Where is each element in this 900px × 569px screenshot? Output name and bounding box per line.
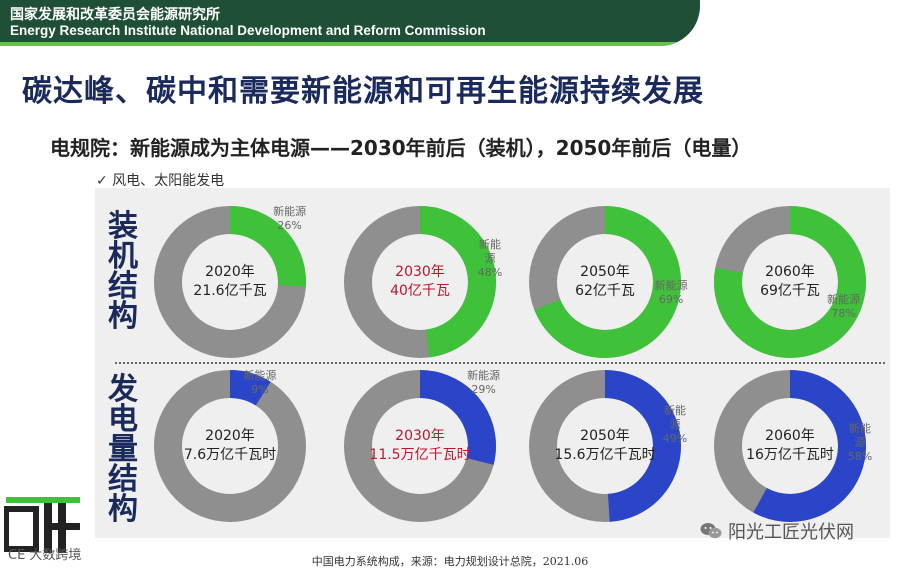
donut-svg [529,206,681,358]
new-energy-slice [344,370,496,522]
donut-0-1: 2030年 40亿千瓦 新能源 48% [335,197,505,367]
page-title: 碳达峰、碳中和需要新能源和可再生能源持续发展 [22,74,704,109]
watermark-text: 阳光工匠光伏网 [728,522,854,543]
donut-total: 69亿千瓦 [760,283,820,299]
new-energy-share-label: 新能源 29% [467,369,501,396]
donut-center-text: 2050年 15.6万亿千瓦时 [520,361,690,531]
source-note: 中国电力系统构成，来源：电力规划设计总院，2021.06 [311,555,589,568]
donut-0-0: 2020年 21.6亿千瓦 新能源 26% [145,197,315,367]
donut-year: 2050年 [580,264,630,280]
donut-svg [714,370,866,522]
donut-1-1: 2030年 11.5万亿千瓦时 新能源 29% [335,361,505,531]
donut-center-text: 2020年 7.6万亿千瓦时 [145,361,315,531]
new-energy-share-label: 新能源 49% [662,403,688,445]
donut-0-2: 2050年 62亿千瓦 新能源 69% [520,197,690,367]
new-energy-slice [714,370,866,522]
donut-year: 2060年 [765,264,815,280]
new-energy-slice [154,370,306,522]
donut-svg [344,370,496,522]
new-energy-slice [529,206,681,358]
donut-center-text: 2060年 69亿千瓦 [705,197,875,367]
new-energy-share-label: 新能源 58% [847,422,873,464]
donut-center-text: 2060年 16万亿千瓦时 [705,361,875,531]
donut-center-text: 2030年 40亿千瓦 [335,197,505,367]
donut-year: 2060年 [765,428,815,444]
donut-year: 2030年 [395,428,445,444]
new-energy-share-label: 新能源 26% [273,205,307,232]
row-label-generation: 发电量结构 [108,372,138,527]
donut-year: 2020年 [205,428,255,444]
new-energy-share-label: 新能源 9% [243,369,277,396]
new-energy-share-label: 新能源 69% [654,279,688,307]
donut-svg [154,370,306,522]
new-energy-slice [714,206,866,358]
donut-svg [529,370,681,522]
donut-year: 2050年 [580,428,630,444]
donut-total: 15.6万亿千瓦时 [554,447,656,463]
donut-year: 2030年 [395,264,445,280]
donut-1-2: 2050年 15.6万亿千瓦时 新能源 49% [520,361,690,531]
donut-year: 2020年 [205,264,255,280]
wechat-icon [700,522,722,540]
donut-svg [154,206,306,358]
header-bar: 国家发展和改革委员会能源研究所 Energy Research Institut… [0,0,700,46]
donut-total: 16万亿千瓦时 [746,447,834,463]
row-divider [115,362,885,364]
donut-total: 7.6万亿千瓦时 [183,447,277,463]
new-energy-share-label: 新能源 48% [477,237,503,279]
new-energy-slice [154,206,306,358]
new-energy-slice [529,370,681,522]
donut-0-3: 2060年 69亿千瓦 新能源 78% [705,197,875,367]
new-energy-share-label: 新能源 78% [827,292,861,320]
donut-total: 40亿千瓦 [390,283,450,299]
donut-1-0: 2020年 7.6万亿千瓦时 新能源 9% [145,361,315,531]
donut-total: 62亿千瓦 [575,283,635,299]
donut-1-3: 2060年 16万亿千瓦时 新能源 58% [705,361,875,531]
org-name-en: Energy Research Institute National Devel… [10,23,486,38]
logo [3,495,84,563]
org-name-cn: 国家发展和改革委员会能源研究所 [10,7,220,23]
donut-total: 11.5万亿千瓦时 [369,447,471,463]
note: ✓ 风电、太阳能发电 [96,173,225,189]
donut-center-text: 2020年 21.6亿千瓦 [145,197,315,367]
donut-svg [714,206,866,358]
row-label-capacity: 装机结构 [108,209,138,334]
donut-svg [344,206,496,358]
donut-center-text: 2050年 62亿千瓦 [520,197,690,367]
donut-center-text: 2030年 11.5万亿千瓦时 [335,361,505,531]
subtitle: 电规院：新能源成为主体电源——2030年前后（装机），2050年前后（电量） [50,136,752,160]
weibo-handle: CE 大数跨境 [8,548,82,563]
donut-total: 21.6亿千瓦 [193,283,267,299]
new-energy-slice [344,206,496,358]
watermark: 阳光工匠光伏网 [700,518,854,544]
